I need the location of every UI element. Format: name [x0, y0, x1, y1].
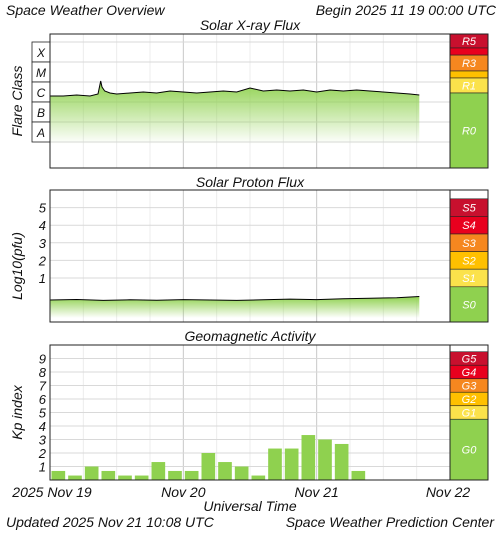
kp-ytick-7: 7: [39, 379, 47, 394]
begin-time: Begin 2025 11 19 00:00 UTC: [315, 2, 496, 18]
scale-r3-label: R3: [462, 58, 477, 70]
class-label-C: C: [37, 86, 46, 100]
kp-ytick-6: 6: [39, 392, 47, 407]
scale-r2-band: [449, 70, 489, 79]
kp-ytick-8: 8: [39, 365, 47, 380]
page-title: Space Weather Overview: [6, 2, 165, 18]
kp-bar: [51, 470, 66, 480]
scale-r0: [449, 92, 489, 169]
scale-s0-label: S0: [462, 299, 476, 311]
xray-ylabel: Flare Class: [9, 66, 25, 137]
scale-g0-label: G0: [462, 445, 478, 457]
kp-ytick-1: 1: [39, 460, 46, 475]
scale-s2-label: S2: [462, 255, 475, 267]
updated-time: Updated 2025 Nov 21 10:08 UTC: [6, 514, 214, 530]
plot-border-1: [49, 33, 489, 169]
x-tick-label-2: Nov 21: [294, 484, 338, 500]
scale-g2-label: G2: [462, 394, 477, 406]
proton-ytick-4: 4: [39, 218, 46, 233]
plot-border-3: [49, 344, 489, 481]
x-tick-label-3: Nov 22: [426, 484, 471, 500]
scale-s0: [449, 286, 489, 323]
proton-ytick-3: 3: [39, 236, 47, 251]
kp-bar: [218, 462, 232, 480]
kp-ytick-2: 2: [38, 446, 47, 461]
kp-bar: [301, 435, 316, 480]
scale-g1-label: G1: [462, 408, 477, 420]
scale-r5-label: R5: [462, 36, 477, 48]
scale-s1-label: S1: [462, 273, 475, 285]
kp-bar: [118, 475, 132, 480]
xray-flux-area: [50, 81, 420, 144]
proton-ylabel: Log10(pfu): [9, 232, 25, 300]
scale-s5-label: S5: [462, 203, 476, 215]
xray-title: Solar X-ray Flux: [200, 17, 301, 33]
class-label-B: B: [37, 106, 45, 120]
kp-ytick-3: 3: [39, 433, 47, 448]
class-label-A: A: [36, 126, 45, 140]
scale-r0-label: R0: [462, 126, 477, 138]
proton-ytick-2: 2: [38, 253, 47, 268]
kp-bar: [234, 466, 249, 480]
scale-g0: [449, 418, 489, 481]
kp-title: Geomagnetic Activity: [185, 328, 317, 344]
kp-bar: [251, 475, 266, 480]
kp-bar: [134, 475, 149, 480]
kp-bar: [201, 453, 216, 480]
kp-ytick-9: 9: [39, 352, 46, 367]
kp-bar: [184, 470, 199, 480]
kp-ylabel: Kp index: [9, 384, 25, 439]
scale-r4-band: [449, 47, 489, 56]
kp-bar: [84, 466, 99, 480]
scale-r1-label: R1: [462, 81, 476, 93]
x-axis-label: Universal Time: [203, 498, 296, 514]
kp-bar: [151, 462, 166, 480]
proton-flux-area: [50, 296, 420, 318]
proton-ytick-1: 1: [39, 271, 46, 286]
proton-flux-line: [49, 296, 420, 301]
kp-bar: [334, 443, 349, 480]
kp-ytick-4: 4: [39, 419, 46, 434]
kp-bar: [318, 439, 332, 480]
plot-border-2: [49, 189, 489, 323]
kp-bar: [101, 470, 116, 480]
kp-bar: [268, 448, 282, 480]
class-label-X: X: [36, 46, 46, 60]
credit-label: Space Weather Prediction Center: [285, 514, 494, 530]
x-tick-label-1: Nov 20: [161, 484, 206, 500]
xray-flux-line: [50, 80, 420, 97]
scale-g4-label: G4: [462, 367, 477, 379]
class-label-M: M: [36, 66, 46, 80]
scale-s3-label: S3: [462, 238, 476, 250]
kp-bar: [68, 475, 82, 480]
proton-title: Solar Proton Flux: [196, 174, 305, 190]
kp-bar: [284, 448, 299, 480]
x-tick-label-0: 2025 Nov 19: [11, 484, 92, 500]
scale-g3-label: G3: [462, 381, 478, 393]
scale-s4-label: S4: [462, 220, 475, 232]
proton-ytick-5: 5: [39, 201, 47, 216]
kp-bar: [168, 470, 182, 480]
kp-ytick-5: 5: [39, 406, 47, 421]
scale-g5-label: G5: [462, 354, 478, 366]
kp-bar: [351, 470, 366, 480]
